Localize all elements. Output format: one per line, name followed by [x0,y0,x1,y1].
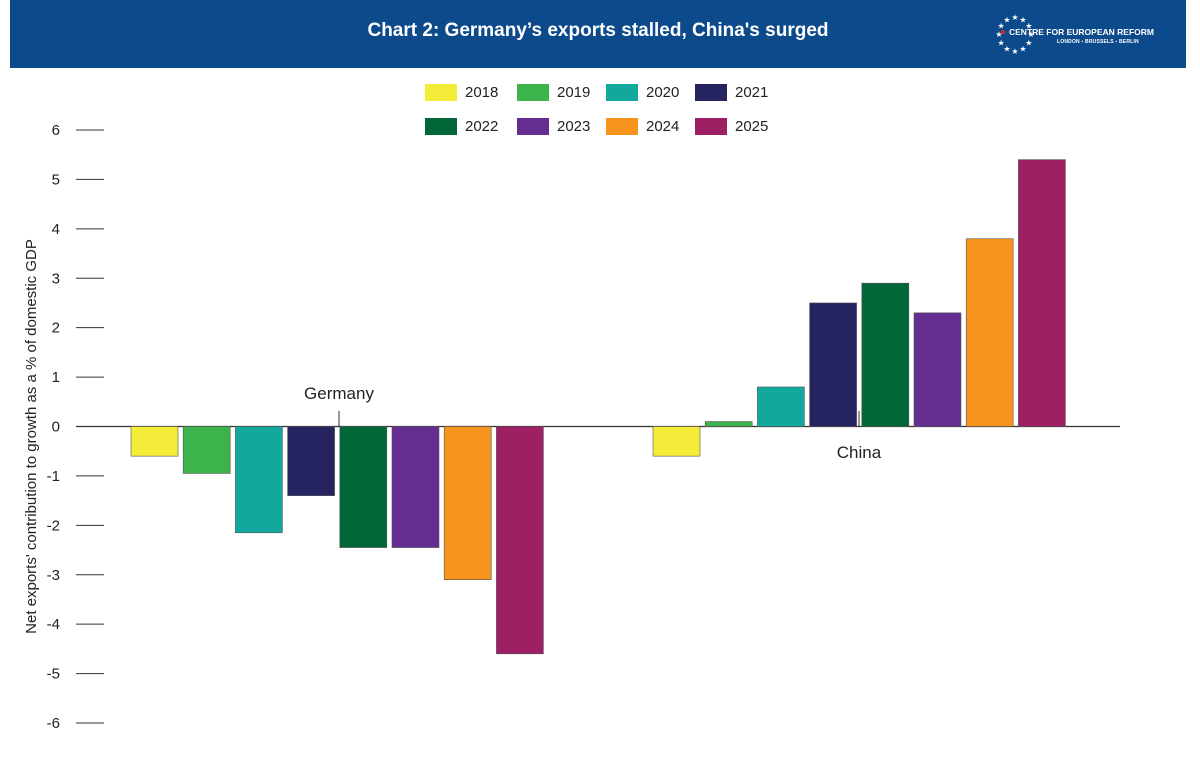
bar-germany-2018 [130,426,179,457]
eu-star-icon: ★ [998,39,1005,48]
bar-china-2020 [757,386,805,427]
eu-stars-icon: ★★★★★★★★★ ★ ★★ [995,13,1034,56]
chart-title: Chart 2: Germany’s exports stalled, Chin… [367,20,829,41]
bar-china-2024 [965,238,1014,427]
y-tick-label: -1 [47,468,60,485]
legend-item-2020: 2020 [606,84,679,101]
bar-germany-2024 [443,426,492,580]
eu-star-icon: ★ [998,22,1005,31]
legend-swatch [425,84,457,101]
eu-star-icon: ★ [1003,45,1010,54]
y-tick-label: 3 [52,270,60,287]
bar-germany-2019 [182,426,231,474]
legend-swatch [695,84,727,101]
legend-swatch [425,118,457,135]
legend-swatch [606,84,638,101]
eu-star-icon: ★ [1025,39,1032,48]
eu-star-icon: ★ [1019,45,1026,54]
bar-china-2021 [809,302,857,427]
legend-swatch [517,118,549,135]
y-tick-label: -2 [47,517,60,534]
chart-header: Chart 2: Germany’s exports stalled, Chin… [10,0,1186,68]
bar-germany-2023 [391,426,440,548]
y-tick-label: 5 [52,171,60,188]
legend-item-2025: 2025 [695,118,768,135]
bar-germany-2022 [339,426,388,548]
legend-item-2018: 2018 [425,84,498,101]
y-tick-label: -6 [47,715,60,732]
legend-item-2022: 2022 [425,118,498,135]
bar-germany-2020 [235,426,283,534]
legend-item-2019: 2019 [517,84,590,101]
legend-label: 2020 [646,84,680,101]
legend-label: 2021 [735,84,769,101]
eu-star-icon: ★ [1027,30,1034,39]
legend-item-2021: 2021 [695,84,768,101]
legend-label: 2018 [465,84,499,101]
y-tick-label: 2 [52,320,60,337]
y-tick-label: 6 [52,122,60,139]
legend-label: 2022 [465,118,499,135]
eu-star-icon: ★ [1011,47,1018,56]
legend-item-2023: 2023 [517,118,590,135]
legend-label: 2024 [646,118,680,135]
bar-china-2018 [652,426,701,457]
y-tick-label: 4 [52,221,60,238]
y-tick-label: -5 [47,666,60,683]
bar-germany-2021 [287,426,335,496]
cer-logo: ★ ★ ★ ★ ★ ★ ★ ★ ★ ★ ★ ★ CENTRE FOR EUROPEAN REFORM … [995,10,1165,58]
y-tick-label: 0 [52,419,60,436]
legend-swatch [517,84,549,101]
bar-china-2023 [913,312,962,427]
eu-star-icon: ★ [995,30,1002,39]
logo-cities: LONDON ▪ BRUSSELS ▪ BERLIN [1057,39,1139,45]
y-tick-label: -3 [47,567,60,584]
logo-name: CENTRE FOR EUROPEAN REFORM [1009,27,1154,37]
category-label-germany: Germany [304,384,374,403]
bar-china-2019 [704,421,753,427]
category-label-china: China [837,443,882,462]
bar-china-2025 [1018,159,1066,427]
bar-china-2022 [861,282,910,427]
logo-red-dot [1001,30,1005,34]
legend-item-2024: 2024 [606,118,679,135]
legend-label: 2019 [557,84,591,101]
eu-star-icon: ★ [1025,22,1032,31]
eu-star-icon: ★ [1019,15,1026,24]
legend-label: 2025 [735,118,769,135]
legend-swatch [695,118,727,135]
y-axis-title: Net exports' contribution to growth as a… [23,239,40,634]
y-tick-label: 1 [52,369,60,386]
legend-swatch [606,118,638,135]
chart-legend: 2018 2019 2020 2021 2022 2023 2024 2025 [425,84,825,144]
bar-germany-2025 [496,426,544,655]
eu-star-icon: ★ [1011,13,1018,22]
legend-label: 2023 [557,118,591,135]
y-tick-label: -4 [47,616,60,633]
eu-star-icon: ★ [1003,15,1010,24]
